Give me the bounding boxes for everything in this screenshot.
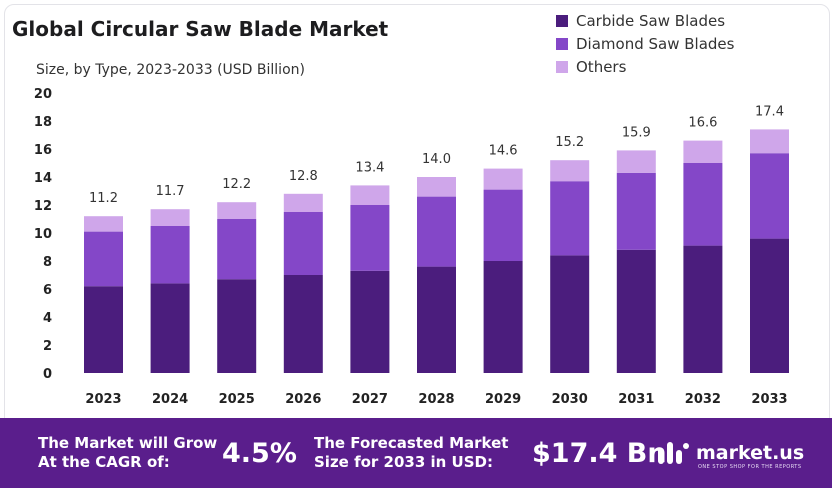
bar-2029-1 — [483, 189, 523, 261]
x-tick-label-2031: 2031 — [618, 392, 654, 407]
bar-2028-1 — [417, 196, 456, 267]
chart-subtitle: Size, by Type, 2023-2033 (USD Billion) — [36, 62, 305, 78]
y-tick-label: 14 — [34, 171, 52, 186]
legend-swatch-0 — [556, 15, 568, 27]
bar-2027-2 — [350, 185, 390, 205]
total-labels: 11.2 11.7 12.2 12.8 13.4 14.0 14.6 15.2 15.9 16.6… — [89, 104, 784, 206]
brand-tagline: ONE STOP SHOP FOR THE REPORTS — [698, 464, 802, 470]
y-tick-label: 16 — [34, 143, 52, 158]
x-tick-label-2024: 2024 — [152, 392, 188, 407]
legend: Carbide Saw Blades Diamond Saw Blades Othe… — [556, 12, 735, 76]
total-label-2033: 17.4 — [755, 104, 784, 119]
bar-2029-0 — [483, 261, 523, 373]
x-tick-label-2028: 2028 — [418, 392, 454, 407]
total-label-2032: 16.6 — [688, 116, 717, 131]
bar-2025-0 — [217, 279, 257, 373]
legend-swatch-2 — [556, 61, 568, 73]
y-tick-label: 20 — [34, 87, 52, 102]
bar-2026-0 — [283, 275, 323, 373]
bar-2033-1 — [750, 153, 789, 239]
legend-label-1: Diamond Saw Blades — [576, 35, 735, 53]
y-tick-label: 4 — [43, 311, 52, 326]
legend-swatch-1 — [556, 38, 568, 50]
total-label-2028: 14.0 — [422, 152, 451, 167]
bar-2030-1 — [550, 181, 590, 256]
total-label-2023: 11.2 — [89, 191, 118, 206]
y-tick-label: 0 — [43, 367, 52, 382]
x-tick-label-2027: 2027 — [352, 392, 388, 407]
summary-footer: The Market will Grow At the CAGR of: 4.5… — [0, 418, 832, 488]
total-label-2025: 12.2 — [222, 177, 251, 192]
x-axis: 2023 2024 2025 2026 2027 2028 2029 2030 2031 2032… — [85, 392, 787, 407]
bar-2024-0 — [150, 283, 190, 373]
bars — [84, 129, 789, 373]
bar-2030-0 — [550, 255, 590, 373]
x-tick-label-2033: 2033 — [751, 392, 787, 407]
bar-2028-2 — [417, 177, 456, 197]
cagr-label: The Market will Grow At the CAGR of: — [38, 434, 218, 471]
bar-2033-2 — [750, 129, 789, 154]
bar-2023-0 — [84, 286, 123, 373]
bar-2032-0 — [683, 245, 723, 373]
x-tick-label-2023: 2023 — [85, 392, 121, 407]
bar-2032-2 — [683, 140, 723, 163]
market-us-logo-icon — [658, 442, 689, 464]
y-tick-label: 6 — [43, 283, 52, 298]
forecast-label: The Forecasted Market Size for 2033 in U… — [314, 434, 509, 471]
bar-2028-0 — [417, 266, 456, 373]
bar-2031-0 — [616, 249, 656, 373]
total-label-2026: 12.8 — [289, 169, 318, 184]
bar-2024-2 — [150, 209, 190, 226]
x-tick-label-2030: 2030 — [552, 392, 588, 407]
total-label-2029: 14.6 — [489, 144, 518, 159]
x-tick-label-2026: 2026 — [285, 392, 321, 407]
y-tick-label: 10 — [34, 227, 52, 242]
legend-label-2: Others — [576, 58, 627, 76]
y-tick-label: 12 — [34, 199, 52, 214]
brand-logo: market.us ONE STOP SHOP FOR THE REPORTS — [656, 440, 805, 470]
bar-2031-1 — [616, 172, 656, 250]
x-tick-label-2032: 2032 — [685, 392, 721, 407]
bar-2025-1 — [217, 219, 257, 280]
bar-2029-2 — [483, 168, 523, 190]
total-label-2024: 11.7 — [156, 184, 185, 199]
y-tick-label: 8 — [43, 255, 52, 270]
bar-2024-1 — [150, 226, 190, 284]
total-label-2031: 15.9 — [622, 125, 651, 140]
chart-area: Global Circular Saw Blade Market Size, b… — [12, 12, 789, 407]
forecast-value: $17.4 Bn — [532, 438, 667, 469]
y-tick-label: 2 — [43, 339, 52, 354]
bar-2030-2 — [550, 160, 590, 182]
total-label-2030: 15.2 — [555, 135, 584, 150]
total-label-2027: 13.4 — [355, 160, 384, 175]
bar-2027-0 — [350, 270, 390, 373]
bar-2026-2 — [283, 193, 323, 212]
bar-2025-2 — [217, 202, 257, 219]
x-tick-label-2025: 2025 — [219, 392, 255, 407]
y-axis: 0 2 4 6 8 10 12 14 16 18 20 — [34, 87, 52, 382]
bar-2033-0 — [750, 238, 789, 373]
legend-label-0: Carbide Saw Blades — [576, 12, 725, 30]
y-tick-label: 18 — [34, 115, 52, 130]
bar-2032-1 — [683, 163, 723, 246]
bar-2031-2 — [616, 150, 656, 173]
chart-title: Global Circular Saw Blade Market — [12, 17, 389, 41]
cagr-value: 4.5% — [222, 438, 297, 469]
x-tick-label-2029: 2029 — [485, 392, 521, 407]
bar-2026-1 — [283, 212, 323, 275]
brand-name: market.us — [696, 442, 805, 464]
bar-2023-1 — [84, 231, 123, 287]
bar-2023-2 — [84, 216, 123, 232]
bar-2027-1 — [350, 205, 390, 271]
